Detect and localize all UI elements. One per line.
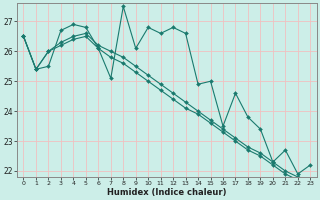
- X-axis label: Humidex (Indice chaleur): Humidex (Indice chaleur): [107, 188, 227, 197]
